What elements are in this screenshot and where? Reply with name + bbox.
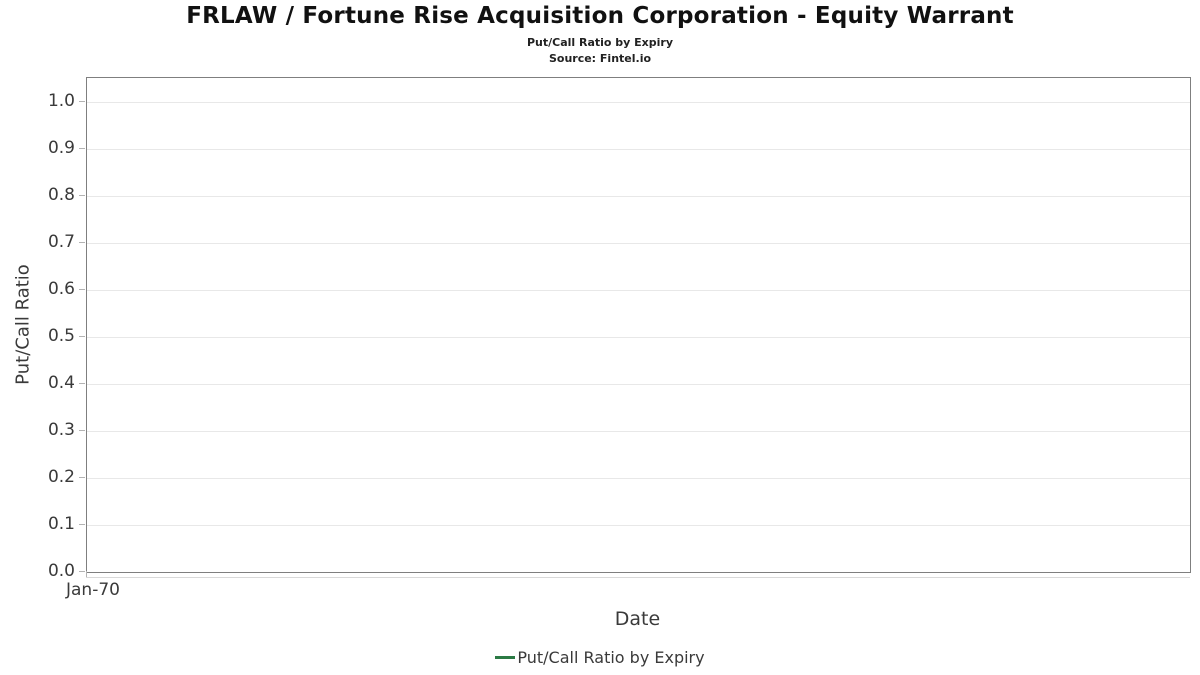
y-tick-mark-0.9 <box>79 148 85 149</box>
y-tick-label-0.4: 0.4 <box>47 373 75 393</box>
legend-line-marker-icon <box>495 656 516 659</box>
chart-title: FRLAW / Fortune Rise Acquisition Corpora… <box>186 3 1014 29</box>
y-tick-mark-0.5 <box>79 336 85 337</box>
y-tick-label-0.5: 0.5 <box>47 326 75 346</box>
y-tick-mark-0.2 <box>79 477 85 478</box>
y-axis-title: Put/Call Ratio <box>12 264 34 385</box>
chart-subtitle: Put/Call Ratio by Expiry <box>526 36 674 49</box>
x-tick-label: Jan-70 <box>66 580 120 600</box>
y-tick-label-1.0: 1.0 <box>47 91 75 111</box>
x-axis-title: Date <box>614 608 661 630</box>
legend-label: Put/Call Ratio by Expiry <box>517 648 705 667</box>
gridline-y-0.2 <box>87 477 1190 479</box>
y-tick-mark-0.4 <box>79 383 85 384</box>
plot-area <box>86 77 1191 573</box>
gridline-y-0.3 <box>87 430 1190 432</box>
y-tick-mark-0.0 <box>79 571 85 572</box>
y-tick-label-0.9: 0.9 <box>47 138 75 158</box>
y-tick-mark-0.1 <box>79 524 85 525</box>
y-tick-label-0.6: 0.6 <box>47 279 75 299</box>
y-tick-label-0.2: 0.2 <box>47 467 75 487</box>
gridline-y-0.7 <box>87 242 1190 244</box>
gridline-y-0.5 <box>87 336 1190 338</box>
y-tick-label-0.7: 0.7 <box>47 232 75 252</box>
x-tick-mark <box>86 571 87 577</box>
gridline-y-1.0 <box>87 101 1190 103</box>
gridline-y-0.6 <box>87 289 1190 291</box>
y-tick-label-0.1: 0.1 <box>47 514 75 534</box>
y-tick-label-0.3: 0.3 <box>47 420 75 440</box>
gridline-y-0.4 <box>87 383 1190 385</box>
legend-item-putcall-ratio[interactable]: Put/Call Ratio by Expiry <box>495 648 705 667</box>
y-tick-mark-1.0 <box>79 101 85 102</box>
gridline-y-0.8 <box>87 195 1190 197</box>
legend: Put/Call Ratio by Expiry <box>0 648 1200 667</box>
gridline-y-0.1 <box>87 524 1190 526</box>
chart-source-label: Source: Fintel.io <box>548 52 652 65</box>
y-tick-label-0.0: 0.0 <box>47 561 75 581</box>
gridline-y-0.9 <box>87 148 1190 150</box>
y-tick-label-0.8: 0.8 <box>47 185 75 205</box>
x-axis-baseline <box>86 577 1190 578</box>
y-tick-mark-0.6 <box>79 289 85 290</box>
y-tick-mark-0.3 <box>79 430 85 431</box>
y-tick-mark-0.7 <box>79 242 85 243</box>
y-tick-mark-0.8 <box>79 195 85 196</box>
